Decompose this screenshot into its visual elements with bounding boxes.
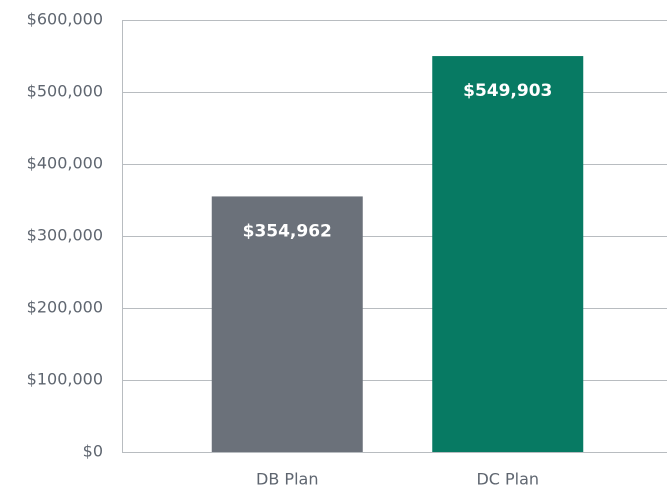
value-label: $549,903: [463, 81, 552, 101]
y-tick-label: $500,000: [27, 82, 103, 101]
bar: [432, 56, 584, 453]
y-tick-label: $400,000: [27, 154, 103, 173]
y-tick-label: $200,000: [27, 298, 103, 317]
y-tick-label: $600,000: [27, 10, 103, 29]
x-tick-label: DC Plan: [476, 470, 539, 489]
x-tick-label: DB Plan: [256, 470, 318, 489]
bar: [211, 196, 363, 452]
y-tick-label: $300,000: [27, 226, 103, 245]
value-label: $354,962: [243, 221, 332, 241]
y-tick-label: $100,000: [27, 370, 103, 389]
y-tick-label: $0: [83, 442, 103, 461]
